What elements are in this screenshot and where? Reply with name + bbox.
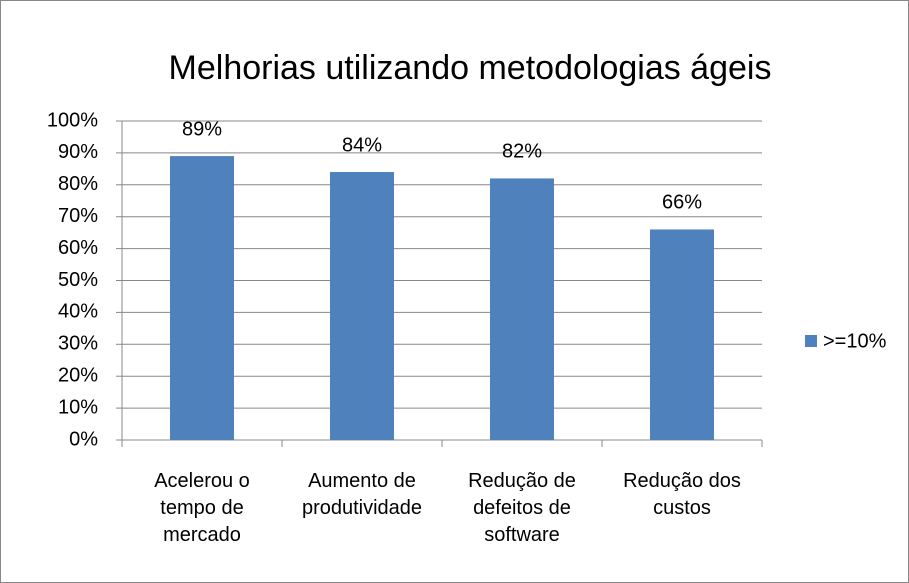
legend-swatch [805, 335, 817, 347]
x-tick-label: Redução de defeitos de software [468, 470, 576, 546]
y-tick-label: 20% [58, 364, 98, 386]
x-tick-label: Redução dos custos [623, 470, 741, 519]
y-tick-label: 60% [58, 237, 98, 259]
data-label: 66% [662, 192, 702, 214]
x-tick-label: Aumento de produtividade [301, 470, 423, 519]
x-tick-label: Acelerou o tempo de mercado [154, 470, 250, 546]
data-label: 89% [182, 118, 222, 140]
data-label: 82% [502, 141, 542, 163]
y-tick-label: 10% [58, 396, 98, 418]
bar [330, 172, 394, 441]
y-tick-label: 40% [58, 301, 98, 323]
y-tick-label: 100% [47, 109, 98, 131]
y-tick-label: 50% [58, 269, 98, 291]
bar [170, 156, 234, 440]
data-label: 84% [342, 134, 382, 156]
y-tick-label: 70% [58, 205, 98, 227]
y-tick-label: 80% [58, 173, 98, 195]
bar [490, 178, 554, 441]
legend-label: >=10% [823, 330, 887, 352]
bar [650, 229, 714, 440]
y-tick-label: 90% [58, 141, 98, 163]
chart-title: Melhorias utilizando metodologias ágeis [169, 49, 772, 87]
y-tick-label: 0% [69, 428, 98, 450]
y-tick-label: 30% [58, 333, 98, 355]
